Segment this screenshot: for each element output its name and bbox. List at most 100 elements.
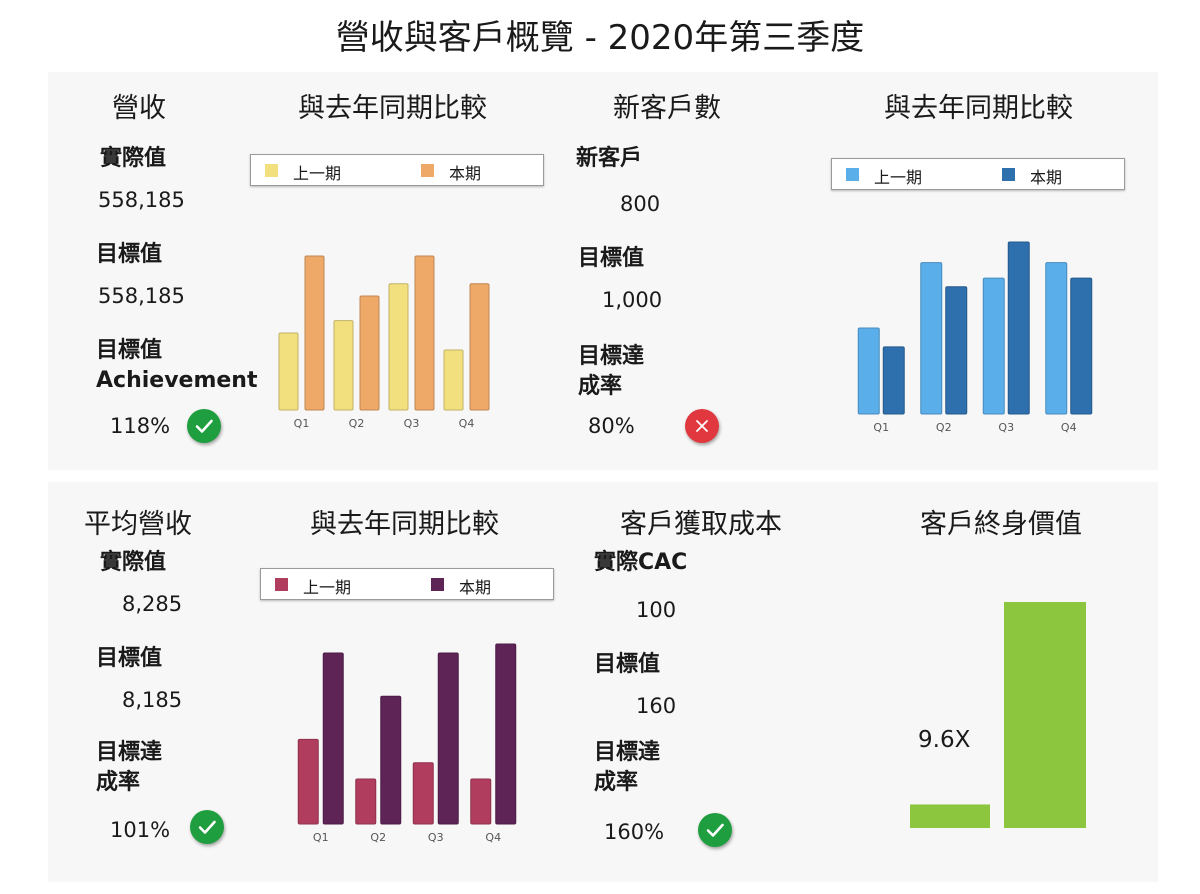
avgrev-actual-label: 實際值 xyxy=(100,550,167,575)
bar-current-q2 xyxy=(380,695,402,825)
newcust-achievement-label: 目標達 成率 xyxy=(578,342,644,402)
cac-achievement-label-line1: 目標達 xyxy=(594,740,661,765)
check-icon xyxy=(698,813,732,847)
legend-swatch-current xyxy=(1002,168,1015,181)
x-tick-label: Q2 xyxy=(370,831,386,844)
avgrev-achievement-label-line1: 目標達 xyxy=(96,740,163,765)
avgrev-actual-value: 8,285 xyxy=(122,592,183,616)
x-tick-label: Q1 xyxy=(313,831,329,844)
bar-ltv xyxy=(1004,602,1086,828)
bar-current-q2 xyxy=(359,295,380,411)
revenue-target-label: 目標值 xyxy=(96,242,163,267)
legend-label-current: 本期 xyxy=(1030,168,1063,187)
bar-current-q1 xyxy=(322,652,344,825)
bar-current-q4 xyxy=(495,643,517,825)
legend-swatch-prev xyxy=(846,168,859,181)
x-tick-label: Q4 xyxy=(1061,421,1077,434)
revenue-achievement-label-line1: 目標值 xyxy=(96,338,163,363)
avgrev-achievement-label-line2: 成率 xyxy=(96,770,141,795)
chart1-legend: 上一期 本期 xyxy=(250,154,544,186)
close-icon xyxy=(685,409,719,443)
legend-swatch-current xyxy=(431,578,444,591)
bottom-panel: 平均營收 實際值 8,285 目標值 8,185 目標達 成率 101% 與去年… xyxy=(48,482,1158,882)
avgrev-achievement-value: 101% xyxy=(110,818,171,842)
x-tick-label: Q4 xyxy=(459,417,475,430)
chart3-plot: Q1 Q2 Q3 Q4 xyxy=(297,643,517,844)
bar-prev-q4 xyxy=(443,349,464,411)
revenue-achievement-value: 118% xyxy=(110,414,171,438)
legend-swatch-prev xyxy=(275,578,288,591)
avgrev-target-value: 8,185 xyxy=(122,688,183,712)
bar-prev-q3 xyxy=(388,283,409,411)
chart2-legend: 上一期 本期 xyxy=(831,158,1125,190)
check-icon xyxy=(190,810,224,844)
bar-cac xyxy=(910,804,990,828)
x-tick-label: Q3 xyxy=(428,831,444,844)
legend-label-current: 本期 xyxy=(449,164,482,183)
bar-prev-q1 xyxy=(297,738,319,825)
bar-prev-q4 xyxy=(1045,262,1068,415)
bar-prev-q2 xyxy=(333,320,354,411)
newcust-heading: 新客戶數 xyxy=(613,93,721,124)
bar-current-q1 xyxy=(882,346,905,415)
bar-prev-q4 xyxy=(470,778,492,825)
revenue-actual-label: 實際值 xyxy=(100,146,167,171)
newcust-achievement-value: 80% xyxy=(588,414,635,438)
cac-achievement-value: 160% xyxy=(604,820,665,844)
x-tick-label: Q3 xyxy=(998,421,1014,434)
bar-prev-q2 xyxy=(920,262,943,415)
x-tick-label: Q2 xyxy=(349,417,365,430)
revenue-target-value: 558,185 xyxy=(98,284,185,308)
bar-prev-q3 xyxy=(412,762,434,825)
chart2-plot: Q1 Q2 Q3 Q4 xyxy=(857,241,1093,434)
cac-achievement-label: 目標達 成率 xyxy=(594,738,660,798)
newcust-actual-label: 新客戶 xyxy=(576,146,643,171)
chart1-title: 與去年同期比較 xyxy=(298,93,487,124)
revenue-heading: 營收 xyxy=(112,93,166,124)
bar-current-q2 xyxy=(945,286,968,415)
bar-prev-q1 xyxy=(278,332,299,411)
cac-actual-value: 100 xyxy=(636,598,677,622)
cac-heading: 客戶獲取成本 xyxy=(620,509,782,540)
cac-actual-label: 實際CAC xyxy=(594,550,688,575)
legend-label-prev: 上一期 xyxy=(293,164,342,183)
avgrev-heading: 平均營收 xyxy=(84,509,192,540)
x-tick-label: Q3 xyxy=(404,417,420,430)
bar-current-q4 xyxy=(469,283,490,411)
chart2-title: 與去年同期比較 xyxy=(884,93,1073,124)
avgrev-target-label: 目標值 xyxy=(96,646,163,671)
bar-prev-q2 xyxy=(355,778,377,825)
chart4-title: 客戶終身價值 xyxy=(920,509,1082,540)
chart3-title: 與去年同期比較 xyxy=(310,509,499,540)
revenue-achievement-label-line2: Achievement xyxy=(96,368,258,393)
cac-target-value: 160 xyxy=(636,694,677,718)
bar-current-q3 xyxy=(437,652,459,825)
bar-current-q4 xyxy=(1070,277,1093,415)
cac-target-label: 目標值 xyxy=(594,652,661,677)
revenue-achievement-label: 目標值 Achievement xyxy=(96,336,257,396)
bar-prev-q3 xyxy=(982,277,1005,415)
revenue-actual-value: 558,185 xyxy=(98,188,185,212)
check-icon xyxy=(187,409,221,443)
avgrev-achievement-label: 目標達 成率 xyxy=(96,738,162,798)
bar-prev-q1 xyxy=(857,327,880,415)
newcust-target-value: 1,000 xyxy=(602,288,663,312)
cac-achievement-label-line2: 成率 xyxy=(594,770,639,795)
ltv-ratio-label: 9.6X xyxy=(918,727,971,753)
x-tick-label: Q1 xyxy=(873,421,889,434)
bar-current-q3 xyxy=(414,255,435,411)
newcust-target-label: 目標值 xyxy=(578,246,645,271)
bar-current-q3 xyxy=(1007,241,1030,415)
chart4-plot xyxy=(910,602,1086,828)
legend-label-prev: 上一期 xyxy=(874,168,923,187)
legend-label-prev: 上一期 xyxy=(303,578,352,597)
x-tick-label: Q1 xyxy=(294,417,310,430)
legend-swatch-prev xyxy=(265,164,278,177)
newcust-actual-value: 800 xyxy=(620,192,661,216)
newcust-achievement-label-line2: 成率 xyxy=(578,374,623,399)
bar-current-q1 xyxy=(304,255,325,411)
legend-label-current: 本期 xyxy=(459,578,492,597)
chart1-plot: Q1 Q2 Q3 Q4 xyxy=(278,255,490,430)
x-tick-label: Q2 xyxy=(936,421,952,434)
chart3-legend: 上一期 本期 xyxy=(260,568,554,600)
